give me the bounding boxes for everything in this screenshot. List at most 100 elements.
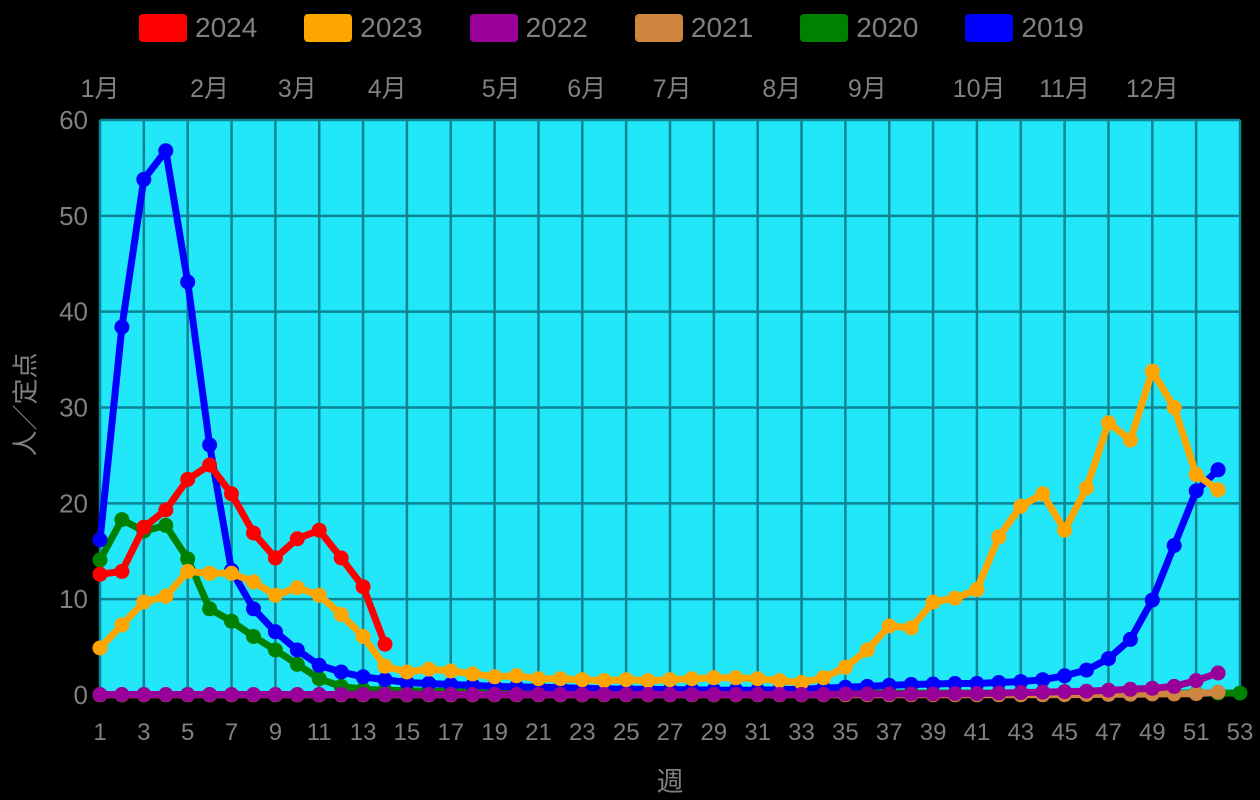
data-point	[816, 670, 831, 686]
x-tick-label: 21	[525, 719, 552, 746]
data-point	[1013, 498, 1029, 514]
legend-item-2022: 2022	[469, 14, 588, 42]
data-point	[202, 601, 218, 617]
data-point	[333, 664, 349, 680]
x-tick-label: 19	[481, 719, 508, 746]
data-point	[794, 675, 809, 690]
data-point	[925, 686, 941, 702]
month-label: 11月	[1039, 75, 1090, 103]
data-point	[355, 687, 371, 702]
data-point	[224, 613, 239, 629]
data-point	[289, 656, 305, 672]
data-point	[859, 642, 875, 658]
x-tick-label: 7	[225, 719, 238, 746]
data-point	[377, 687, 393, 702]
legend-swatch-icon	[965, 14, 1014, 42]
legend-label: 2024	[195, 12, 258, 43]
data-point	[552, 687, 568, 702]
series-line-2019	[96, 147, 1222, 694]
data-point	[1210, 684, 1226, 700]
data-point	[399, 687, 415, 702]
data-point	[903, 686, 919, 702]
x-tick-label: 3	[137, 719, 150, 746]
data-point	[311, 657, 327, 673]
data-point	[1013, 674, 1029, 690]
data-point	[1035, 672, 1051, 688]
data-point	[158, 687, 174, 702]
data-point	[925, 594, 941, 610]
x-tick-label: 1	[93, 719, 106, 746]
series-2023	[92, 363, 1226, 690]
data-point	[1210, 665, 1226, 681]
data-point	[1144, 592, 1160, 608]
data-point	[202, 437, 218, 453]
data-point	[267, 587, 283, 603]
data-point	[706, 687, 722, 702]
data-point	[1210, 482, 1226, 498]
data-point	[1057, 522, 1073, 538]
data-point	[92, 687, 108, 702]
x-tick-label: 45	[1051, 719, 1078, 746]
data-point	[246, 629, 261, 644]
data-point	[92, 640, 108, 656]
data-point	[202, 565, 218, 581]
data-point	[180, 687, 196, 702]
month-label: 5月	[482, 75, 521, 103]
data-point	[1079, 662, 1094, 678]
data-point	[1079, 480, 1094, 496]
series-line-2022	[96, 669, 1222, 698]
data-point	[246, 687, 261, 702]
data-point	[1144, 363, 1160, 379]
data-point	[311, 587, 327, 603]
data-point	[1013, 685, 1029, 701]
data-point	[969, 686, 985, 702]
data-point	[991, 685, 1007, 701]
data-point	[947, 686, 963, 702]
y-tick-label: 30	[59, 393, 88, 423]
x-tick-label: 49	[1139, 719, 1166, 746]
data-point	[311, 671, 327, 687]
data-point	[421, 676, 437, 691]
data-point	[772, 673, 788, 689]
month-label: 2月	[190, 75, 229, 103]
data-point	[202, 687, 218, 702]
data-point	[1166, 678, 1182, 694]
data-point	[399, 675, 415, 690]
data-point	[377, 672, 393, 688]
data-point	[289, 580, 305, 596]
data-point	[136, 687, 152, 702]
data-point	[1035, 684, 1051, 700]
data-point	[136, 171, 152, 187]
x-tick-label: 23	[569, 719, 596, 746]
data-point	[837, 659, 853, 675]
data-point	[1101, 415, 1116, 431]
data-point	[443, 663, 459, 679]
data-point	[92, 552, 108, 568]
data-point	[881, 686, 897, 702]
data-point	[333, 687, 349, 702]
x-tick-label: 33	[788, 719, 815, 746]
y-tick-label: 10	[59, 584, 88, 614]
data-point	[114, 617, 130, 633]
data-point	[180, 471, 196, 487]
data-point	[267, 624, 283, 640]
data-point	[224, 687, 239, 702]
legend-swatch-icon	[304, 14, 353, 42]
data-point	[991, 529, 1007, 545]
data-point	[903, 620, 919, 636]
data-point	[1166, 538, 1182, 553]
data-point	[509, 687, 524, 702]
data-point	[377, 636, 393, 652]
data-point	[311, 687, 327, 702]
month-axis: 1月 2月 3月 4月 5月 6月 7月 8月 9月 10月 11月 12月	[81, 75, 1179, 103]
data-point	[267, 642, 283, 658]
data-point	[1035, 486, 1051, 502]
data-point	[531, 671, 546, 687]
data-point	[421, 661, 437, 677]
data-point	[947, 590, 963, 606]
data-point	[596, 673, 612, 689]
data-point	[246, 574, 261, 590]
data-point	[158, 588, 174, 604]
data-point	[1188, 467, 1204, 483]
data-point	[465, 687, 481, 702]
